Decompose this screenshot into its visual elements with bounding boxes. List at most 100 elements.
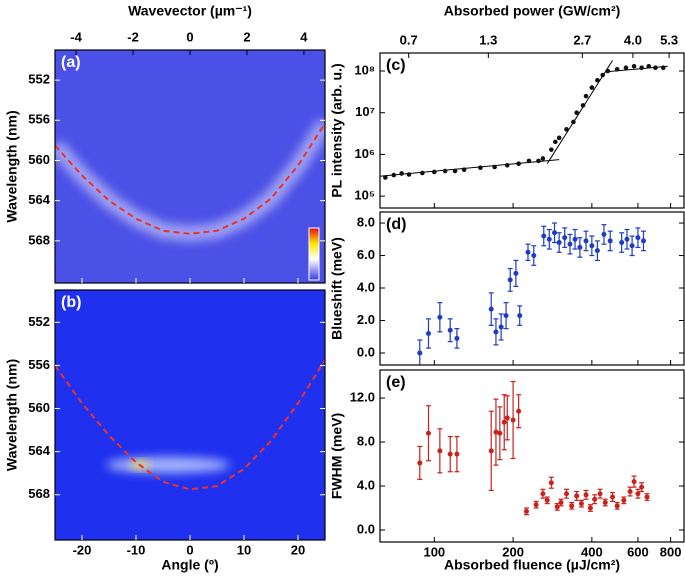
y-tick-label: 6.0 (357, 247, 375, 262)
x2-tick-label: -4 (70, 29, 82, 44)
data-point (546, 236, 552, 242)
error-point (619, 232, 625, 253)
x2-tick-label: 0.7 (400, 32, 418, 47)
error-point (572, 228, 578, 250)
data-point (556, 135, 562, 141)
x-tick-label: 200 (502, 544, 524, 559)
error-point (507, 267, 513, 292)
panel-label: (d) (386, 216, 406, 233)
error-point (554, 503, 560, 511)
error-point (563, 488, 569, 499)
x-tick-label: 600 (627, 544, 649, 559)
error-point (574, 490, 580, 501)
error-point (488, 292, 494, 326)
data-point (391, 172, 397, 178)
error-point (544, 496, 550, 505)
panel-label: (b) (61, 294, 81, 311)
data-point (600, 72, 605, 78)
y-axis-title: Blueshift (meV) (329, 237, 345, 340)
data-point (525, 249, 531, 255)
y-tick-label: 8.0 (357, 214, 375, 229)
data-point (510, 417, 516, 423)
data-point (523, 508, 529, 514)
error-point (578, 499, 584, 508)
plot-area (55, 290, 325, 540)
x2-tick-label: 1.3 (479, 32, 497, 47)
x2-tick-label: 4 (300, 29, 308, 44)
data-point (452, 168, 458, 174)
x2-tick-label: 5.3 (660, 32, 678, 47)
data-point (583, 492, 589, 498)
data-point (640, 238, 646, 244)
x-axis-title: Absorbed fluence (µJ/cm²) (444, 557, 620, 573)
data-point (621, 497, 627, 503)
data-point (602, 500, 608, 506)
error-point (437, 302, 443, 333)
error-point (447, 318, 453, 343)
plot-content (380, 60, 668, 180)
data-point (592, 496, 598, 502)
x-tick-label: 100 (423, 544, 445, 559)
data-point (571, 119, 576, 125)
data-point (595, 77, 600, 83)
x2-axis-title: Wavevector (µm⁻¹) (128, 3, 252, 19)
error-point (558, 498, 564, 507)
error-point (602, 498, 608, 507)
error-point (541, 225, 547, 247)
data-point (627, 489, 633, 495)
plot-area (380, 370, 684, 542)
data-point (635, 235, 641, 241)
error-point (635, 227, 641, 249)
error-point (525, 243, 531, 262)
error-point (417, 339, 423, 365)
data-point (417, 460, 423, 466)
plot-content (55, 359, 325, 491)
dispersion-curve (55, 359, 325, 491)
y-tick-label: 0.0 (357, 344, 375, 359)
data-point (493, 329, 499, 335)
data-point (507, 277, 513, 283)
data-point (624, 236, 630, 242)
plot-area (380, 212, 684, 365)
error-point (587, 504, 593, 512)
error-point (546, 228, 552, 250)
error-point (497, 406, 503, 461)
data-point (501, 419, 507, 425)
data-point (516, 408, 522, 414)
data-point (488, 448, 494, 454)
data-point (589, 243, 595, 249)
data-point (605, 68, 611, 74)
y-axis-title: FWHM (meV) (329, 413, 345, 499)
error-point (454, 435, 460, 473)
data-point (572, 236, 578, 242)
y-tick-label: 12.0 (350, 389, 375, 404)
error-point (517, 305, 523, 326)
data-point (497, 430, 503, 436)
data-point (587, 505, 593, 511)
x2-axis-title: Absorbed power (GW/cm²) (444, 3, 621, 19)
error-point (498, 313, 504, 341)
data-point (493, 429, 499, 435)
data-point (549, 147, 554, 152)
panel-label: (e) (386, 374, 406, 391)
x-tick-label: -10 (127, 542, 146, 557)
error-point (567, 233, 573, 255)
y-tick-label: 556 (28, 357, 50, 372)
data-point (536, 158, 541, 164)
data-point (504, 415, 510, 421)
fit-line (546, 60, 613, 164)
error-point (631, 475, 637, 488)
y-tick-label: 560 (28, 152, 50, 167)
error-point (488, 410, 494, 492)
error-point (577, 237, 583, 258)
data-point (563, 491, 569, 497)
y-tick-label: 556 (28, 112, 50, 127)
error-point (562, 227, 568, 249)
y-tick-label: 568 (28, 232, 50, 247)
error-point (635, 488, 641, 499)
data-point (498, 324, 504, 330)
data-point (594, 248, 600, 254)
data-point (544, 497, 550, 503)
data-point (610, 494, 616, 500)
data-point (646, 63, 652, 69)
